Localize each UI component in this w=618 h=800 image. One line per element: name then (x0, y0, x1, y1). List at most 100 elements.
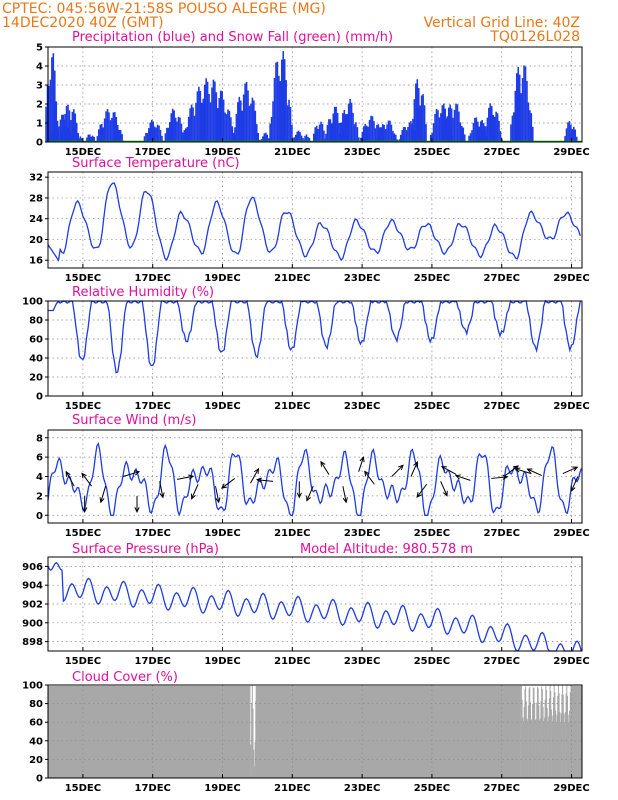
precip-bar-277 (419, 105, 422, 142)
precip-bar-302 (447, 107, 450, 142)
precip-bar-282 (429, 134, 432, 142)
precip-bar-311 (461, 125, 463, 142)
precip-bar-73 (150, 119, 153, 142)
precip-bar-331 (486, 117, 489, 142)
precip-bar-80 (161, 135, 163, 142)
precip-bar-215 (344, 114, 347, 142)
xtick-label-15DEC: 15DEC (65, 783, 101, 794)
cloud-gap-bar (521, 699, 523, 778)
precip-bar-76 (155, 127, 157, 142)
ytick-label-2: 2 (36, 100, 43, 111)
wind-arrow-shaft (249, 468, 259, 484)
precip-bar-317 (472, 122, 475, 142)
wind-arrow-10 (221, 478, 236, 489)
ytick-label-60: 60 (29, 718, 43, 729)
precip-bar-245 (383, 124, 385, 142)
ytick-label-4: 4 (36, 62, 43, 73)
precip-bar-318 (474, 117, 476, 142)
precip-bar-337 (495, 111, 497, 142)
cloud-gap-bar (535, 719, 537, 778)
humidity-series (48, 299, 581, 374)
precip-bar-92 (179, 117, 181, 142)
ytick-label-80: 80 (29, 699, 43, 710)
precip-bar-29 (65, 106, 68, 142)
wind-arrow-head (416, 492, 422, 498)
cloud-gap-bar (552, 715, 554, 778)
precip-bar-252 (393, 133, 396, 142)
precip-bar-49 (96, 136, 99, 142)
precip-bar-211 (339, 133, 341, 142)
precip-bar-146 (250, 103, 252, 142)
precip-bar-299 (443, 128, 446, 142)
rh-line (48, 299, 581, 374)
precip-bar-194 (321, 124, 324, 142)
precip-bar-220 (352, 112, 354, 142)
precip-bar-334 (490, 106, 493, 142)
precip-bar-86 (170, 113, 173, 142)
precip-bar-222 (355, 122, 357, 142)
precip-bar-5 (52, 53, 55, 142)
cloud-gap-bar (540, 701, 542, 778)
cloud-fill (48, 685, 582, 778)
panel-precipitation: Precipitation (blue) and Snow Fall (gree… (36, 30, 590, 158)
wind-arrow-5 (134, 495, 140, 514)
cloud-gap-bar (524, 689, 526, 778)
precip-bar-323 (481, 119, 483, 142)
precip-bar-10 (50, 134, 53, 142)
precip-bar-343 (511, 115, 514, 142)
wind-arrow-shaft (320, 461, 330, 475)
pressure-line (47, 561, 582, 652)
precip-bar-188 (312, 133, 315, 142)
wind-arrow-shaft (515, 468, 532, 475)
precip-bar-125 (224, 112, 226, 142)
cloud-grid (48, 685, 582, 778)
precip-bar-56 (106, 109, 109, 142)
cloud-gap-bar (525, 701, 527, 778)
ytick-label-5: 5 (36, 43, 43, 54)
ytick-label-28: 28 (29, 193, 43, 204)
precip-bar-189 (314, 127, 317, 142)
cloud-gap-bar (541, 689, 543, 778)
cloud-gap-bar (529, 702, 531, 778)
xtick-label-23DEC: 23DEC (344, 401, 380, 412)
cloud-gap-bar (251, 685, 253, 778)
precip-bar-175 (292, 138, 294, 142)
precip-bar-129 (230, 117, 232, 142)
precip-bar-244 (381, 124, 384, 142)
wind-arrow-14 (306, 485, 314, 502)
precip-bar-243 (380, 127, 383, 142)
pressure-grid (48, 557, 582, 651)
panel-wind: Surface Wind (m/s) 15DEC 17DEC 19DEC 21DEC 2… (36, 413, 590, 539)
wind-arrow-19 (391, 464, 404, 477)
precip-bar-320 (477, 121, 479, 142)
xtick-label-17DEC: 17DEC (135, 273, 171, 284)
precip-bar-333 (489, 103, 492, 142)
wind-arrow-head (502, 474, 509, 480)
xtick-label-17DEC: 17DEC (135, 783, 171, 794)
precip-bar-28 (64, 113, 66, 142)
cloud-gap-bar (570, 685, 572, 778)
precip-bar-52 (100, 124, 103, 142)
cloud-gap-bar (253, 749, 255, 778)
cloud-gap-bar (532, 687, 534, 778)
precip-bar-64 (118, 129, 120, 142)
cloud-gap-bar (254, 741, 256, 778)
precip-bar-347 (517, 66, 520, 142)
cloud-gap-bar (545, 685, 547, 778)
precip-bar-105 (195, 102, 197, 142)
precip-bar-33 (71, 111, 74, 142)
xtick-label-27DEC: 27DEC (484, 528, 520, 539)
wind-arrow-shaft (455, 475, 471, 481)
precip-bar-25 (59, 132, 62, 142)
precip-bar-332 (488, 107, 490, 142)
wind-arrow-head (514, 467, 521, 473)
cloud-block-0 (48, 685, 251, 778)
xtick-label-21DEC: 21DEC (274, 783, 310, 794)
precip-bar-153 (260, 139, 263, 142)
precip-bar-59 (111, 117, 113, 142)
cloud-gap-bar (568, 722, 570, 778)
cloud-gap-bar (527, 720, 529, 778)
precip-bar-336 (493, 116, 496, 142)
precip-bar-127 (227, 109, 229, 142)
precip-bar-233 (371, 116, 374, 142)
